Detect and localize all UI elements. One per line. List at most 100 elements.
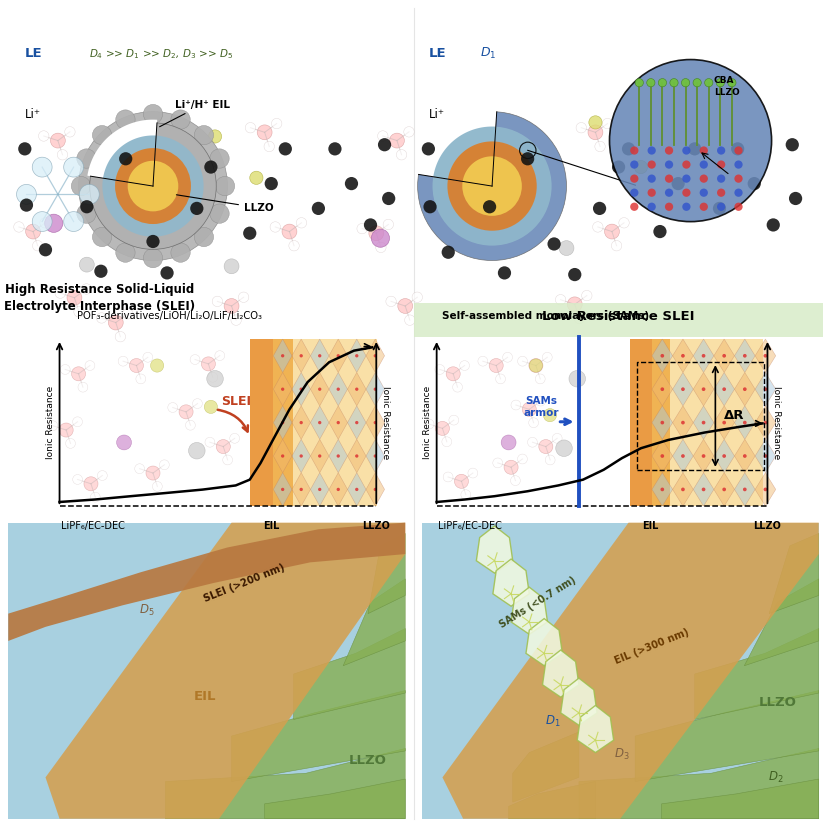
Circle shape bbox=[204, 160, 218, 174]
Circle shape bbox=[85, 361, 95, 370]
Polygon shape bbox=[310, 473, 329, 506]
Polygon shape bbox=[577, 705, 614, 753]
Circle shape bbox=[545, 455, 555, 465]
Text: LE: LE bbox=[25, 47, 42, 60]
Polygon shape bbox=[672, 439, 693, 473]
Circle shape bbox=[257, 125, 272, 140]
Circle shape bbox=[665, 160, 673, 169]
Text: High Resistance Solid-Liquid
Electrolyte Interphase (SLEI): High Resistance Solid-Liquid Electrolyte… bbox=[3, 283, 195, 313]
Circle shape bbox=[705, 79, 713, 87]
Polygon shape bbox=[513, 732, 579, 802]
Circle shape bbox=[146, 235, 160, 248]
Circle shape bbox=[634, 160, 648, 174]
Circle shape bbox=[734, 203, 743, 211]
Circle shape bbox=[122, 308, 133, 319]
Polygon shape bbox=[292, 473, 310, 506]
Polygon shape bbox=[652, 372, 672, 406]
Circle shape bbox=[630, 160, 638, 169]
Circle shape bbox=[713, 202, 726, 215]
Circle shape bbox=[98, 471, 108, 480]
Polygon shape bbox=[232, 691, 405, 782]
Polygon shape bbox=[755, 473, 776, 506]
Circle shape bbox=[682, 189, 691, 197]
Polygon shape bbox=[462, 156, 494, 186]
Circle shape bbox=[529, 359, 543, 372]
Circle shape bbox=[79, 257, 94, 272]
Circle shape bbox=[574, 313, 585, 323]
Circle shape bbox=[567, 297, 582, 312]
Circle shape bbox=[611, 241, 622, 251]
Circle shape bbox=[281, 454, 284, 457]
Circle shape bbox=[556, 440, 572, 457]
Circle shape bbox=[386, 296, 396, 307]
Circle shape bbox=[483, 200, 496, 213]
Polygon shape bbox=[543, 650, 579, 697]
Circle shape bbox=[65, 438, 75, 448]
Circle shape bbox=[543, 409, 557, 422]
Circle shape bbox=[45, 214, 63, 232]
Bar bbox=[250, 339, 293, 506]
Circle shape bbox=[543, 352, 552, 362]
Bar bbox=[8, 523, 405, 819]
Circle shape bbox=[495, 374, 505, 384]
Circle shape bbox=[318, 421, 322, 424]
Circle shape bbox=[171, 243, 190, 262]
Circle shape bbox=[665, 174, 673, 183]
Circle shape bbox=[171, 110, 190, 129]
Circle shape bbox=[355, 454, 358, 457]
Circle shape bbox=[97, 313, 107, 323]
Circle shape bbox=[265, 177, 278, 190]
Polygon shape bbox=[769, 533, 819, 614]
Text: $D_4$ >> $D_1$ >> $D_2$, $D_3$ >> $D_5$: $D_4$ >> $D_1$ >> $D_2$, $D_3$ >> $D_5$ bbox=[89, 47, 233, 60]
Bar bbox=[274, 339, 376, 506]
Polygon shape bbox=[347, 473, 366, 506]
Text: EIL (>300 nm): EIL (>300 nm) bbox=[613, 627, 691, 667]
Circle shape bbox=[609, 60, 772, 222]
Circle shape bbox=[281, 388, 284, 391]
Circle shape bbox=[734, 160, 743, 169]
Polygon shape bbox=[734, 473, 755, 506]
Circle shape bbox=[700, 174, 708, 183]
Circle shape bbox=[442, 246, 455, 259]
Circle shape bbox=[71, 367, 86, 380]
Circle shape bbox=[73, 417, 83, 427]
Circle shape bbox=[117, 435, 131, 450]
Polygon shape bbox=[292, 339, 310, 372]
Circle shape bbox=[215, 176, 235, 196]
Circle shape bbox=[717, 174, 725, 183]
Circle shape bbox=[763, 454, 767, 458]
Polygon shape bbox=[366, 406, 385, 439]
Text: Li⁺/H⁺ EIL: Li⁺/H⁺ EIL bbox=[160, 99, 230, 127]
Circle shape bbox=[357, 223, 367, 234]
Circle shape bbox=[763, 421, 767, 424]
Circle shape bbox=[299, 454, 303, 457]
Circle shape bbox=[299, 488, 303, 491]
Polygon shape bbox=[693, 339, 714, 372]
Circle shape bbox=[743, 387, 747, 391]
Text: Ionic Resistance: Ionic Resistance bbox=[772, 386, 782, 459]
Circle shape bbox=[717, 203, 725, 211]
Circle shape bbox=[490, 359, 503, 372]
Circle shape bbox=[681, 421, 685, 424]
Circle shape bbox=[116, 243, 135, 262]
Circle shape bbox=[518, 454, 528, 464]
Circle shape bbox=[510, 476, 520, 485]
Circle shape bbox=[589, 116, 602, 129]
Circle shape bbox=[722, 454, 726, 458]
Circle shape bbox=[190, 202, 203, 215]
Circle shape bbox=[734, 174, 743, 183]
Circle shape bbox=[250, 171, 263, 184]
Polygon shape bbox=[714, 372, 734, 406]
Circle shape bbox=[536, 396, 546, 406]
Circle shape bbox=[647, 79, 655, 87]
Circle shape bbox=[552, 433, 562, 443]
Circle shape bbox=[535, 374, 545, 384]
Circle shape bbox=[318, 388, 322, 391]
Text: LLZO: LLZO bbox=[349, 754, 387, 767]
Polygon shape bbox=[329, 372, 347, 406]
Circle shape bbox=[215, 351, 225, 361]
Circle shape bbox=[743, 454, 747, 458]
Text: SAMs
armor: SAMs armor bbox=[524, 396, 559, 418]
Bar bbox=[422, 523, 819, 819]
Circle shape bbox=[661, 421, 664, 424]
